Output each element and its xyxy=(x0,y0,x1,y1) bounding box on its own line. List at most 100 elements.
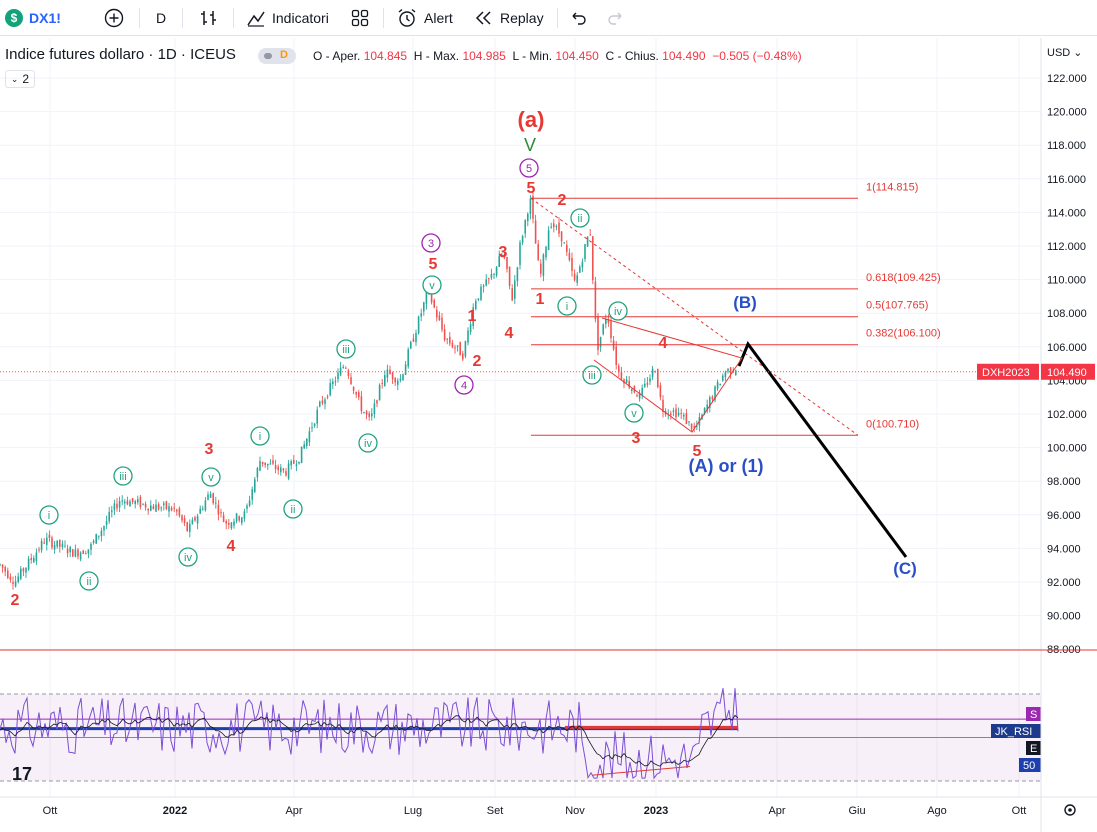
candle-body xyxy=(503,254,506,259)
candle-body xyxy=(441,317,443,330)
undo-button[interactable] xyxy=(568,0,588,36)
candle-body xyxy=(225,521,227,524)
candle-body xyxy=(454,347,456,349)
delay-badge: D xyxy=(280,49,288,61)
candle-body xyxy=(644,383,646,387)
candle-body xyxy=(66,548,69,554)
chart-title: Indice futures dollaro · 1D · ICEUS xyxy=(5,46,236,63)
divergence-line xyxy=(591,766,691,776)
indicators-icon xyxy=(247,11,265,27)
currency-label: USD ⌄ xyxy=(1047,47,1083,59)
candle-body xyxy=(404,364,407,375)
wave-n5-label: 5 xyxy=(429,256,438,273)
fibonacci-retracement[interactable]: 1(114.815) 0.618(109.425) 0.5(107.765) 0.38… xyxy=(530,181,941,436)
candle-body xyxy=(116,503,118,509)
candle-body xyxy=(319,401,321,407)
candle-body xyxy=(98,535,100,537)
candle-body xyxy=(581,261,584,268)
symbol-search-button[interactable]: $ DX1! xyxy=(5,0,61,36)
candle-body xyxy=(610,321,612,339)
redo-icon xyxy=(608,12,622,25)
candle-body xyxy=(337,372,339,380)
candle-body xyxy=(222,515,225,522)
candle-body xyxy=(589,234,591,236)
candle-body xyxy=(425,291,428,304)
circle-text: ii xyxy=(578,213,583,225)
candle-body xyxy=(113,503,116,511)
candle-body xyxy=(108,512,110,522)
indicators-button[interactable]: Indicatori xyxy=(246,0,329,36)
replay-button[interactable]: Replay xyxy=(474,0,544,36)
candle-body xyxy=(628,380,630,388)
candle-body xyxy=(74,549,77,557)
candle-body xyxy=(35,552,38,562)
candle-body xyxy=(371,413,373,417)
time-tick: Apr xyxy=(768,805,785,817)
candle-body xyxy=(527,213,529,222)
price-tick: 94.000 xyxy=(1047,543,1081,555)
last-price-tag xyxy=(1041,363,1095,380)
candle-body xyxy=(243,511,246,519)
candle-body xyxy=(384,375,386,386)
candle-body xyxy=(493,273,495,275)
price-chart[interactable]: 1(114.815) 0.618(109.425) 0.5(107.765) 0.38… xyxy=(0,38,1097,832)
layouts-button[interactable] xyxy=(350,0,370,36)
chart-type-button[interactable] xyxy=(199,0,219,36)
time-tick: Apr xyxy=(285,805,302,817)
candle-body xyxy=(391,372,394,380)
candle-body xyxy=(251,489,253,500)
circle-marker xyxy=(39,505,59,525)
interval-button[interactable]: D xyxy=(156,10,167,26)
candle-body xyxy=(316,409,318,424)
drawings[interactable] xyxy=(593,317,908,558)
wave-circled-3: 3 xyxy=(421,233,441,253)
wave-labels: (a)V53423451234521345iiiiiiivviiiiiiivvi… xyxy=(11,107,917,609)
candle-body xyxy=(267,463,269,466)
circle-text: i xyxy=(566,301,568,313)
compare-button[interactable] xyxy=(103,0,125,36)
candle-body xyxy=(467,330,469,343)
candle-body xyxy=(555,225,558,227)
candle-body xyxy=(446,338,448,340)
price-tick: 112.000 xyxy=(1047,241,1086,253)
candle-body xyxy=(178,508,181,516)
candle-body xyxy=(488,278,490,280)
candle-body xyxy=(30,557,32,560)
candle-body xyxy=(235,513,238,522)
time-tick: 2022 xyxy=(163,805,187,817)
candle-body xyxy=(326,396,329,398)
price-axis[interactable]: USD ⌄ 122.000 120.000 118.000 116.000 114.000… xyxy=(0,38,1097,832)
candle-body xyxy=(285,471,287,476)
candle-body xyxy=(511,288,513,301)
candle-body xyxy=(77,549,79,557)
wave-ii-marker: ii xyxy=(79,571,99,591)
candle-body xyxy=(194,517,196,521)
alert-button[interactable]: Alert xyxy=(396,0,453,36)
wave-n4-label: 4 xyxy=(227,538,236,555)
candle-body xyxy=(144,503,147,508)
candle-body xyxy=(264,462,266,465)
candle-body xyxy=(51,537,53,548)
circle-text: ii xyxy=(291,504,296,516)
candle-body xyxy=(269,463,272,465)
time-axis[interactable]: Ott 2022 Apr Lug Set Nov 2023 Apr Giu Ago Ott xyxy=(0,796,1097,817)
candle-body xyxy=(360,396,363,412)
price-tick: 120.000 xyxy=(1047,107,1087,119)
candle-body xyxy=(126,500,129,505)
time-tick: Set xyxy=(487,805,504,817)
candle-body xyxy=(365,411,368,415)
indicators-toggle[interactable]: ⌄ 2 xyxy=(5,70,35,88)
candle-body xyxy=(542,254,545,276)
price-axis-bg xyxy=(1041,38,1097,832)
circle-text: iii xyxy=(588,370,595,382)
redo-button[interactable] xyxy=(606,0,626,36)
candle-body xyxy=(420,313,422,317)
candle-body xyxy=(402,374,404,380)
candle-body xyxy=(638,392,641,399)
candle-body xyxy=(334,381,337,383)
candle-body xyxy=(472,307,474,327)
wave-iv-marker: iv xyxy=(358,433,378,453)
fib-label: 1(114.815) xyxy=(866,181,918,193)
tv-logo-icon: 17 xyxy=(12,764,32,784)
wave-v-marker: v xyxy=(624,403,644,423)
